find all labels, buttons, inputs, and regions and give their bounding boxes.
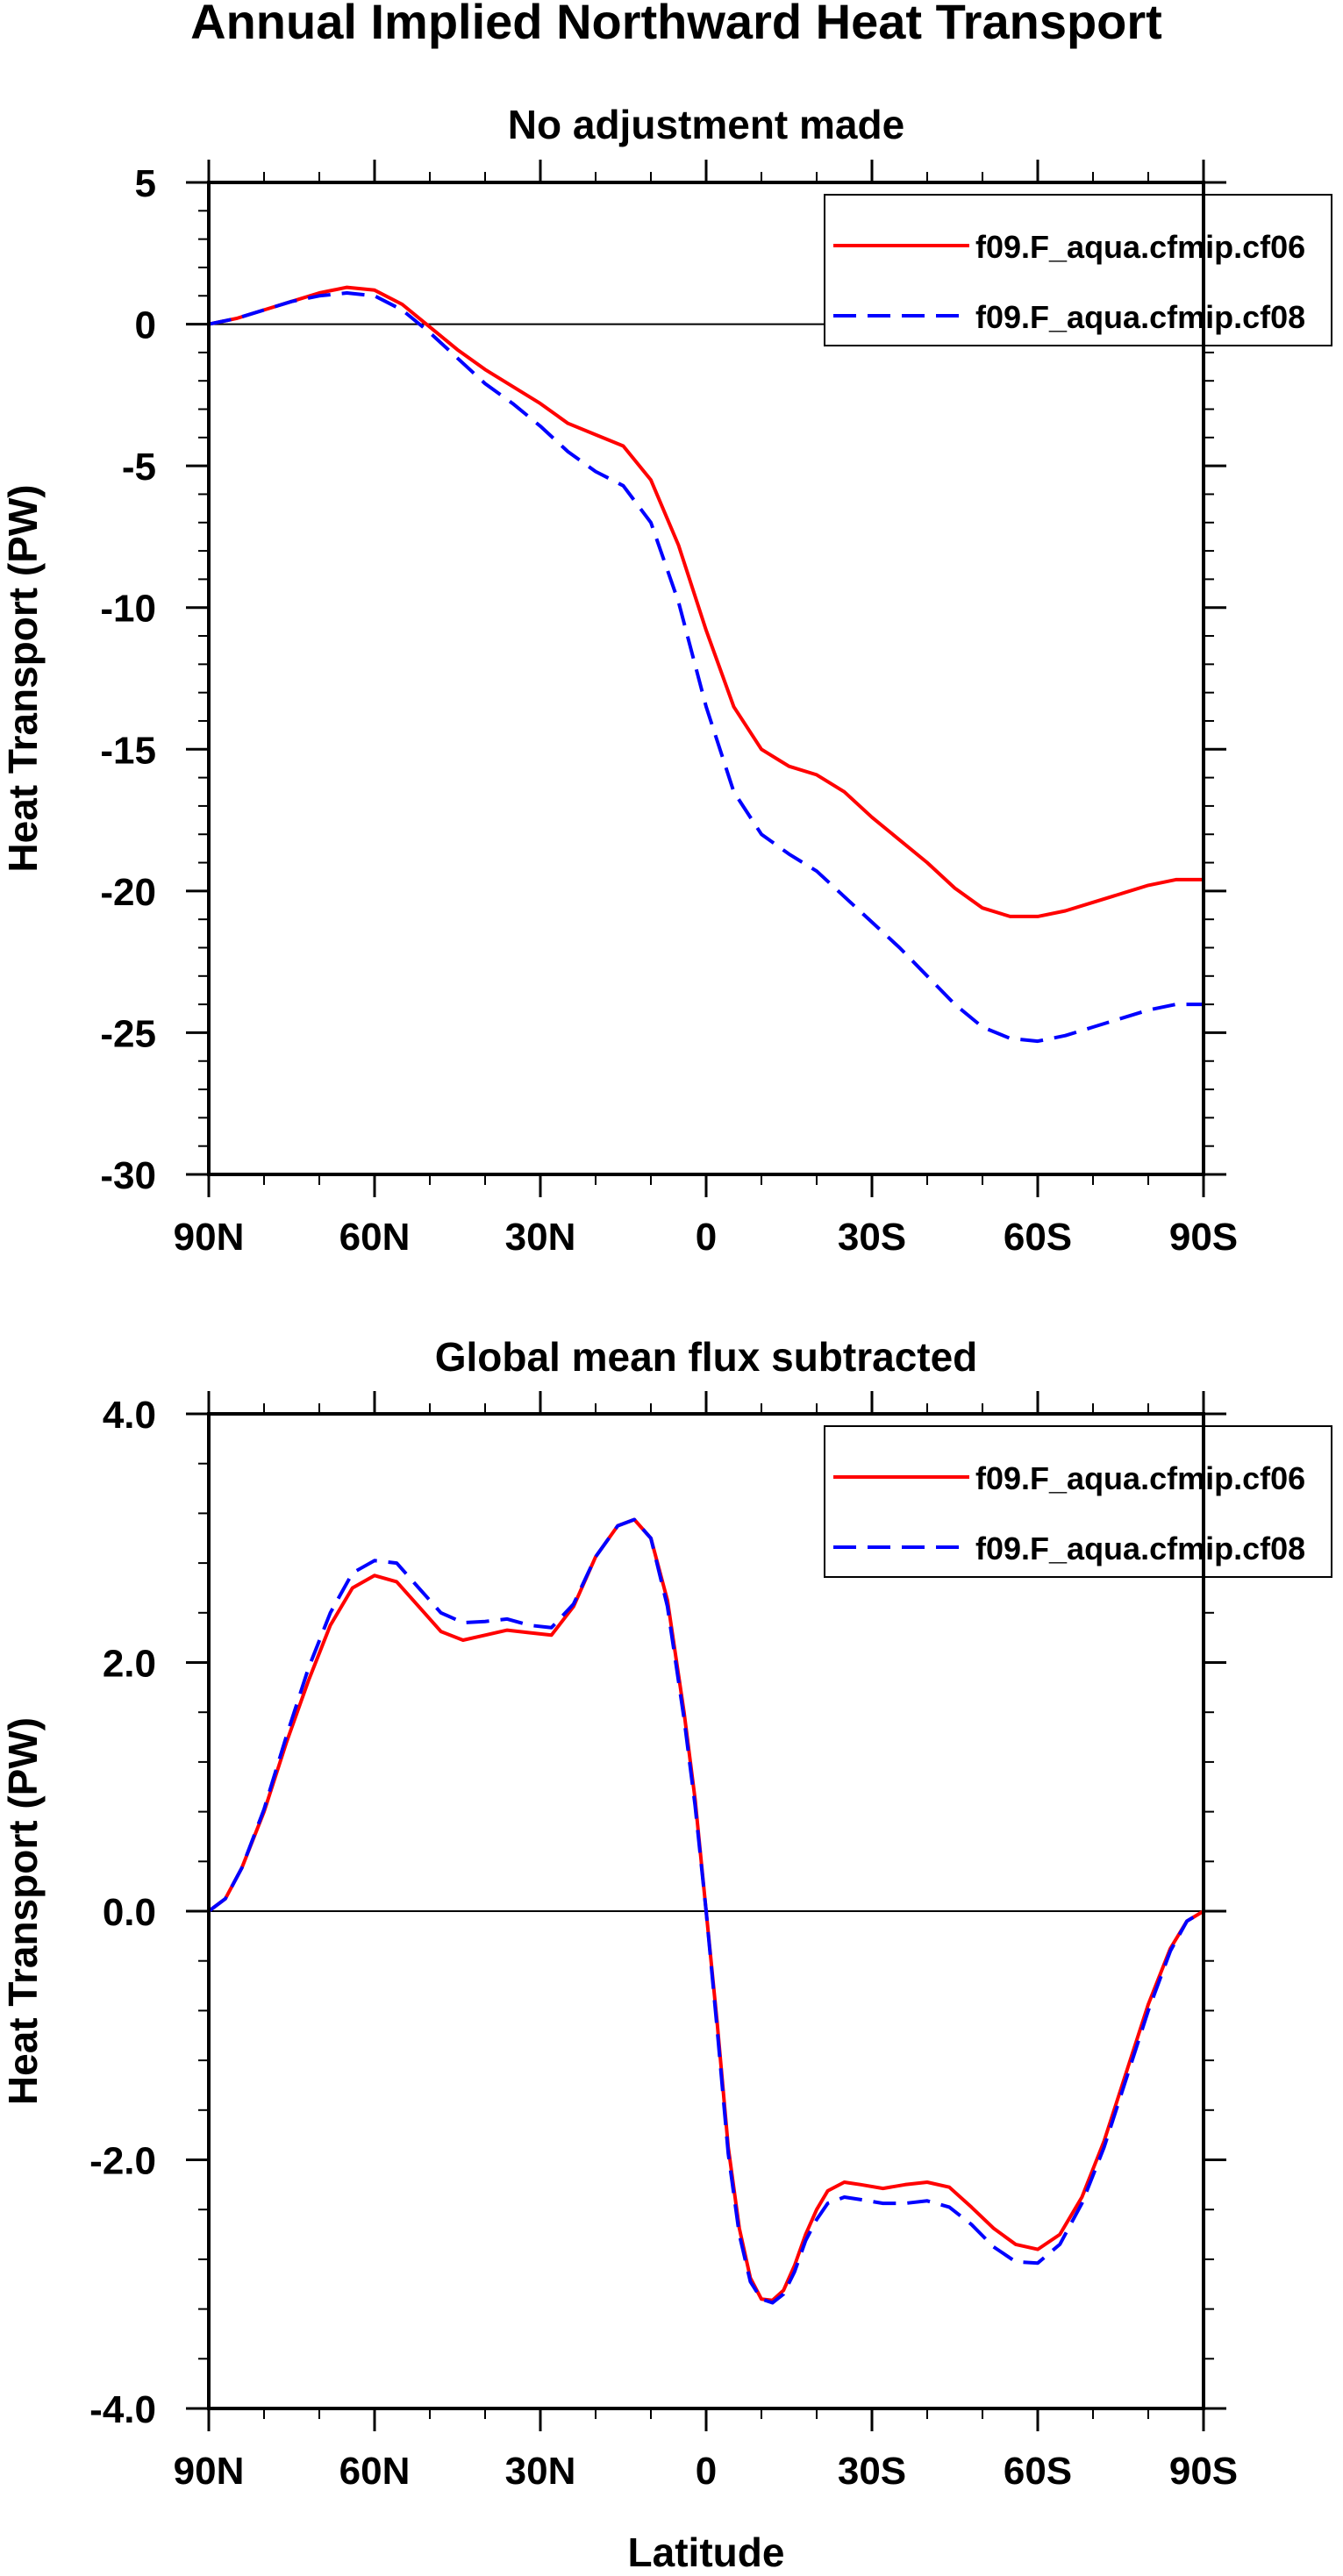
x-tick-label: 90S	[1169, 1216, 1238, 1259]
y-tick-label: -10	[100, 588, 156, 631]
x-tick-label: 60N	[339, 2450, 411, 2493]
y-axis-label: Heat Transport (PW)	[0, 1717, 46, 2105]
figure-title: Annual Implied Northward Heat Transport	[190, 0, 1162, 49]
legend: f09.F_aqua.cfmip.cf06 f09.F_aqua.cfmip.cf…	[824, 1425, 1332, 1578]
x-tick-label: 90N	[174, 2450, 245, 2493]
legend: f09.F_aqua.cfmip.cf06 f09.F_aqua.cfmip.cf…	[824, 194, 1332, 346]
series-line-2	[207, 1517, 1205, 2305]
legend-box	[824, 1425, 1332, 1578]
x-axis-label: Latitude	[628, 2530, 785, 2572]
legend-label-1: f09.F_aqua.cfmip.cf06	[975, 229, 1305, 265]
y-tick-label: -30	[100, 1154, 156, 1197]
legend-label-2: f09.F_aqua.cfmip.cf08	[975, 299, 1305, 335]
x-tick-label: 60S	[1004, 2450, 1072, 2493]
y-tick-label: -15	[100, 729, 156, 772]
y-tick-label: 5	[135, 162, 156, 205]
series-line-2	[208, 291, 1204, 1044]
y-axis-label: Heat Transport (PW)	[0, 484, 46, 872]
x-tick-label: 0	[696, 1216, 717, 1259]
y-tick-label: -25	[100, 1012, 156, 1055]
x-tick-label: 30S	[838, 1216, 906, 1259]
y-tick-label: 0.0	[103, 1891, 156, 1934]
y-tick-label: -5	[122, 446, 156, 489]
x-tick-label: 30N	[505, 2450, 576, 2493]
plot-frame	[207, 181, 1205, 1176]
x-tick-label: 60N	[339, 1216, 411, 1259]
x-tick-label: 30N	[505, 1216, 576, 1259]
y-tick-label: -2.0	[89, 2140, 156, 2183]
series-line-1	[208, 285, 1204, 918]
legend-box	[824, 194, 1332, 346]
x-tick-label: 30S	[838, 2450, 906, 2493]
y-tick-label: 0	[135, 304, 156, 347]
x-tick-label: 90N	[174, 1216, 245, 1259]
x-tick-label: 0	[696, 2450, 717, 2493]
chart-1: No adjustment made 5 0 -5 -10 -15 -20 -25 -30 90N…	[0, 102, 1332, 1259]
chart-title: Global mean flux subtracted	[435, 1334, 978, 1380]
y-tick-label: -4.0	[89, 2388, 156, 2431]
y-tick-label: 4.0	[103, 1394, 156, 1437]
plot-frame	[207, 1412, 1205, 2410]
x-tick-label: 90S	[1169, 2450, 1238, 2493]
y-tick-label: -20	[100, 871, 156, 914]
chart-2: Global mean flux subtracted 4.0 2.0 0.0 -2.0…	[0, 1334, 1332, 2575]
chart-title: No adjustment made	[508, 102, 904, 147]
legend-label-1: f09.F_aqua.cfmip.cf06	[975, 1460, 1305, 1496]
legend-label-2: f09.F_aqua.cfmip.cf08	[975, 1531, 1305, 1566]
x-tick-label: 60S	[1004, 1216, 1072, 1259]
y-tick-label: 2.0	[103, 1643, 156, 1686]
